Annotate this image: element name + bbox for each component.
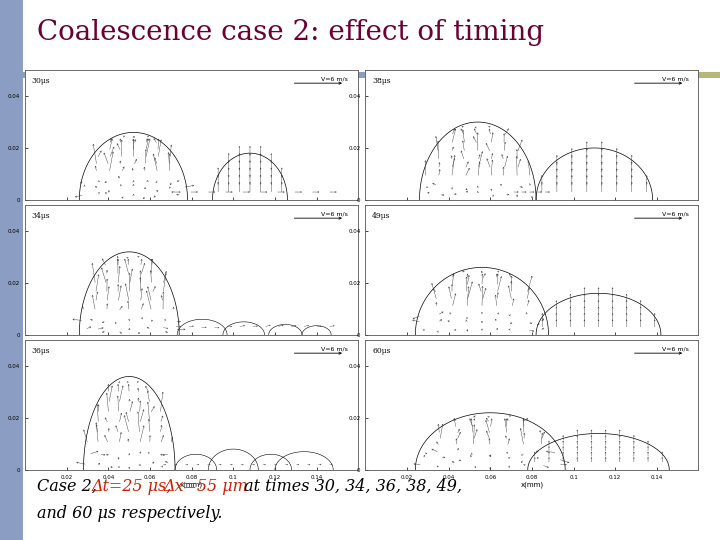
X-axis label: x(mm): x(mm) — [521, 481, 544, 488]
X-axis label: x(mm): x(mm) — [180, 346, 203, 353]
X-axis label: x(mm): x(mm) — [521, 346, 544, 353]
X-axis label: x(mm): x(mm) — [521, 211, 544, 218]
Text: at times 30, 34, 36, 38, 49,: at times 30, 34, 36, 38, 49, — [239, 478, 462, 495]
Text: and 60 μs respectively.: and 60 μs respectively. — [37, 505, 223, 522]
X-axis label: x(mm): x(mm) — [180, 481, 203, 488]
Text: Coalescence case 2: effect of timing: Coalescence case 2: effect of timing — [37, 19, 544, 46]
Text: V=6 m/s: V=6 m/s — [662, 347, 688, 352]
Text: V=6 m/s: V=6 m/s — [321, 77, 348, 82]
Text: V=6 m/s: V=6 m/s — [321, 212, 348, 217]
Text: V=6 m/s: V=6 m/s — [662, 212, 688, 217]
Text: 36μs: 36μs — [32, 347, 50, 355]
Text: 30μs: 30μs — [32, 77, 50, 85]
Text: 49μs: 49μs — [372, 212, 390, 220]
Text: Δt=25 μs,: Δt=25 μs, — [91, 478, 177, 495]
Text: Case 2,: Case 2, — [37, 478, 102, 495]
Text: Δx=55 μm: Δx=55 μm — [163, 478, 248, 495]
X-axis label: x(mm): x(mm) — [180, 211, 203, 218]
Text: 38μs: 38μs — [372, 77, 391, 85]
Text: 60μs: 60μs — [372, 347, 390, 355]
Text: V=6 m/s: V=6 m/s — [662, 77, 688, 82]
Text: V=6 m/s: V=6 m/s — [321, 347, 348, 352]
Text: 34μs: 34μs — [32, 212, 50, 220]
